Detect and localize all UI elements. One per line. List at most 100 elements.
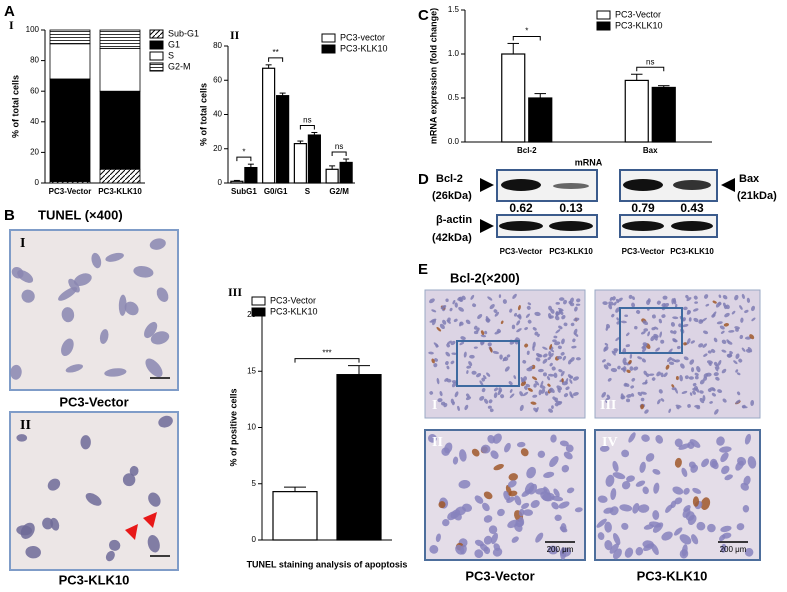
significance-bracket	[331, 151, 347, 157]
lane-label: PC3-Vector	[500, 247, 543, 256]
cell	[431, 309, 437, 313]
cell	[684, 375, 689, 380]
cell	[500, 320, 504, 325]
cell	[623, 362, 628, 366]
legend-label: G1	[168, 39, 180, 49]
cell	[615, 337, 620, 342]
cell	[626, 475, 635, 482]
cell	[609, 296, 613, 301]
cell	[613, 349, 618, 354]
cell	[479, 380, 484, 386]
cell	[682, 323, 689, 328]
cell	[553, 335, 558, 339]
cell	[735, 353, 740, 359]
cell	[555, 310, 559, 317]
image-caption: PC3-KLK10	[59, 572, 130, 587]
cell	[637, 391, 642, 397]
cell	[442, 519, 450, 527]
cell	[703, 353, 708, 357]
y-tick-label: 0	[35, 178, 40, 187]
cell	[737, 456, 747, 466]
cell	[611, 296, 616, 301]
significance-bracket	[268, 57, 284, 62]
bar	[501, 53, 526, 143]
zoom-box	[619, 307, 683, 354]
cell	[489, 346, 493, 353]
cell	[694, 301, 699, 304]
cell	[544, 391, 549, 396]
cell	[628, 294, 633, 299]
scale-label: 200 μm	[720, 545, 747, 554]
band-density: 0.13	[559, 201, 583, 215]
cell	[522, 391, 529, 397]
cell	[631, 302, 636, 308]
cell	[722, 294, 728, 300]
cell	[482, 502, 490, 512]
cell	[696, 406, 701, 410]
cell	[685, 294, 689, 299]
image-label: II	[432, 435, 443, 450]
x-tick-label: PC3-KLK10	[98, 187, 142, 196]
cell	[561, 314, 566, 320]
cell	[526, 350, 530, 355]
cell	[531, 376, 538, 381]
cell	[744, 547, 754, 557]
cell	[520, 381, 527, 387]
cell	[572, 392, 579, 396]
cell	[662, 295, 668, 300]
cell	[492, 350, 499, 355]
cell	[554, 315, 560, 321]
cell	[711, 392, 716, 397]
cell	[25, 545, 41, 559]
cell	[652, 510, 660, 520]
cell	[493, 309, 498, 313]
y-tick-label: 40	[213, 110, 222, 119]
cell	[621, 480, 631, 490]
y-tick-label: 80	[213, 41, 222, 50]
cell	[735, 369, 739, 373]
cell	[652, 522, 664, 533]
cell	[509, 389, 513, 393]
cell	[741, 404, 746, 409]
cell	[715, 376, 720, 381]
bar	[272, 491, 318, 541]
cell	[450, 340, 456, 346]
cell	[624, 547, 634, 558]
cell	[659, 331, 663, 338]
cell	[572, 338, 576, 343]
cell	[473, 325, 478, 330]
cell	[550, 308, 555, 314]
cell	[660, 339, 665, 344]
cell	[473, 330, 479, 335]
scale-label: 200 μm	[547, 545, 574, 554]
cell	[625, 344, 630, 348]
cell	[694, 372, 699, 376]
y-tick-label: 100	[26, 25, 40, 34]
y-axis-label: % of total cells	[10, 75, 20, 138]
legend-swatch	[321, 44, 336, 54]
cell	[493, 392, 498, 399]
micrograph	[424, 429, 586, 561]
cell	[672, 486, 684, 495]
cell	[696, 521, 706, 531]
cell	[487, 405, 492, 409]
cell	[744, 309, 749, 314]
cell	[729, 350, 733, 354]
cell	[516, 328, 522, 333]
x-tick-label: SubG1	[231, 187, 257, 196]
cell	[660, 398, 665, 402]
cell	[709, 458, 718, 468]
cell	[58, 287, 78, 301]
cell	[688, 461, 696, 469]
cell	[148, 492, 161, 507]
cell	[651, 543, 659, 556]
cell	[11, 266, 24, 279]
cell	[527, 319, 532, 324]
y-tick-label: 0.5	[448, 93, 460, 102]
cell	[716, 321, 723, 325]
cell	[603, 364, 609, 370]
y-tick-label: 40	[30, 117, 39, 126]
cell	[483, 375, 487, 380]
cell	[719, 325, 725, 330]
cell	[85, 493, 102, 506]
